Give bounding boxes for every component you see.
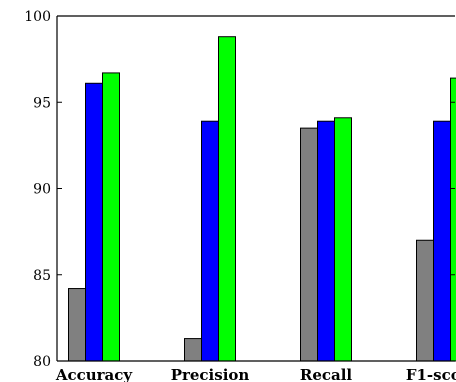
bar-recall-series-2 (317, 120, 335, 362)
bar-precision-series-3 (218, 36, 236, 362)
y-tick-label: 100 (24, 9, 51, 25)
bars-layer (68, 36, 456, 362)
y-tick-label: 90 (33, 182, 51, 198)
y-tick-label: 80 (33, 354, 51, 370)
bar-accuracy-series-3 (102, 72, 120, 362)
bar-precision-series-1 (184, 338, 202, 362)
x-tick-label: Accuracy (55, 366, 134, 382)
bar-recall-series-3 (334, 117, 352, 362)
bar-f1-score-series-3 (450, 77, 456, 362)
bar-recall-series-1 (300, 127, 318, 362)
bar-f1-score-series-2 (433, 120, 451, 362)
y-tick-label: 95 (33, 95, 51, 111)
x-tick-label: Recall (300, 366, 353, 382)
ticks-layer (57, 15, 455, 362)
bar-accuracy-series-1 (68, 288, 86, 362)
labels-layer: Accuracy Precision Recall F1-score 80 85 90 95 1… (24, 9, 456, 382)
x-tick-label: F1-score (406, 366, 456, 382)
x-tick-label: Precision (171, 366, 250, 382)
bar-accuracy-series-2 (85, 82, 103, 362)
bar-f1-score-series-1 (416, 239, 434, 362)
bar-precision-series-2 (201, 120, 219, 362)
y-tick-label: 85 (33, 268, 51, 284)
